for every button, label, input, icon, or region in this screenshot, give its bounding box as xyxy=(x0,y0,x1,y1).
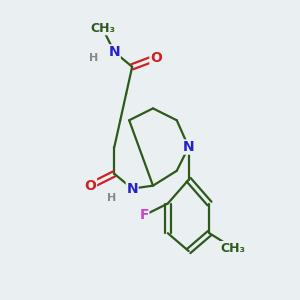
Text: O: O xyxy=(150,51,162,65)
Text: O: O xyxy=(85,179,97,193)
Text: CH₃: CH₃ xyxy=(90,22,115,34)
Text: CH₃: CH₃ xyxy=(221,242,246,255)
Text: N: N xyxy=(183,140,194,154)
Text: F: F xyxy=(139,208,149,222)
Text: N: N xyxy=(126,182,138,196)
Text: H: H xyxy=(89,53,98,63)
Text: H: H xyxy=(107,193,116,202)
Text: N: N xyxy=(109,45,120,59)
